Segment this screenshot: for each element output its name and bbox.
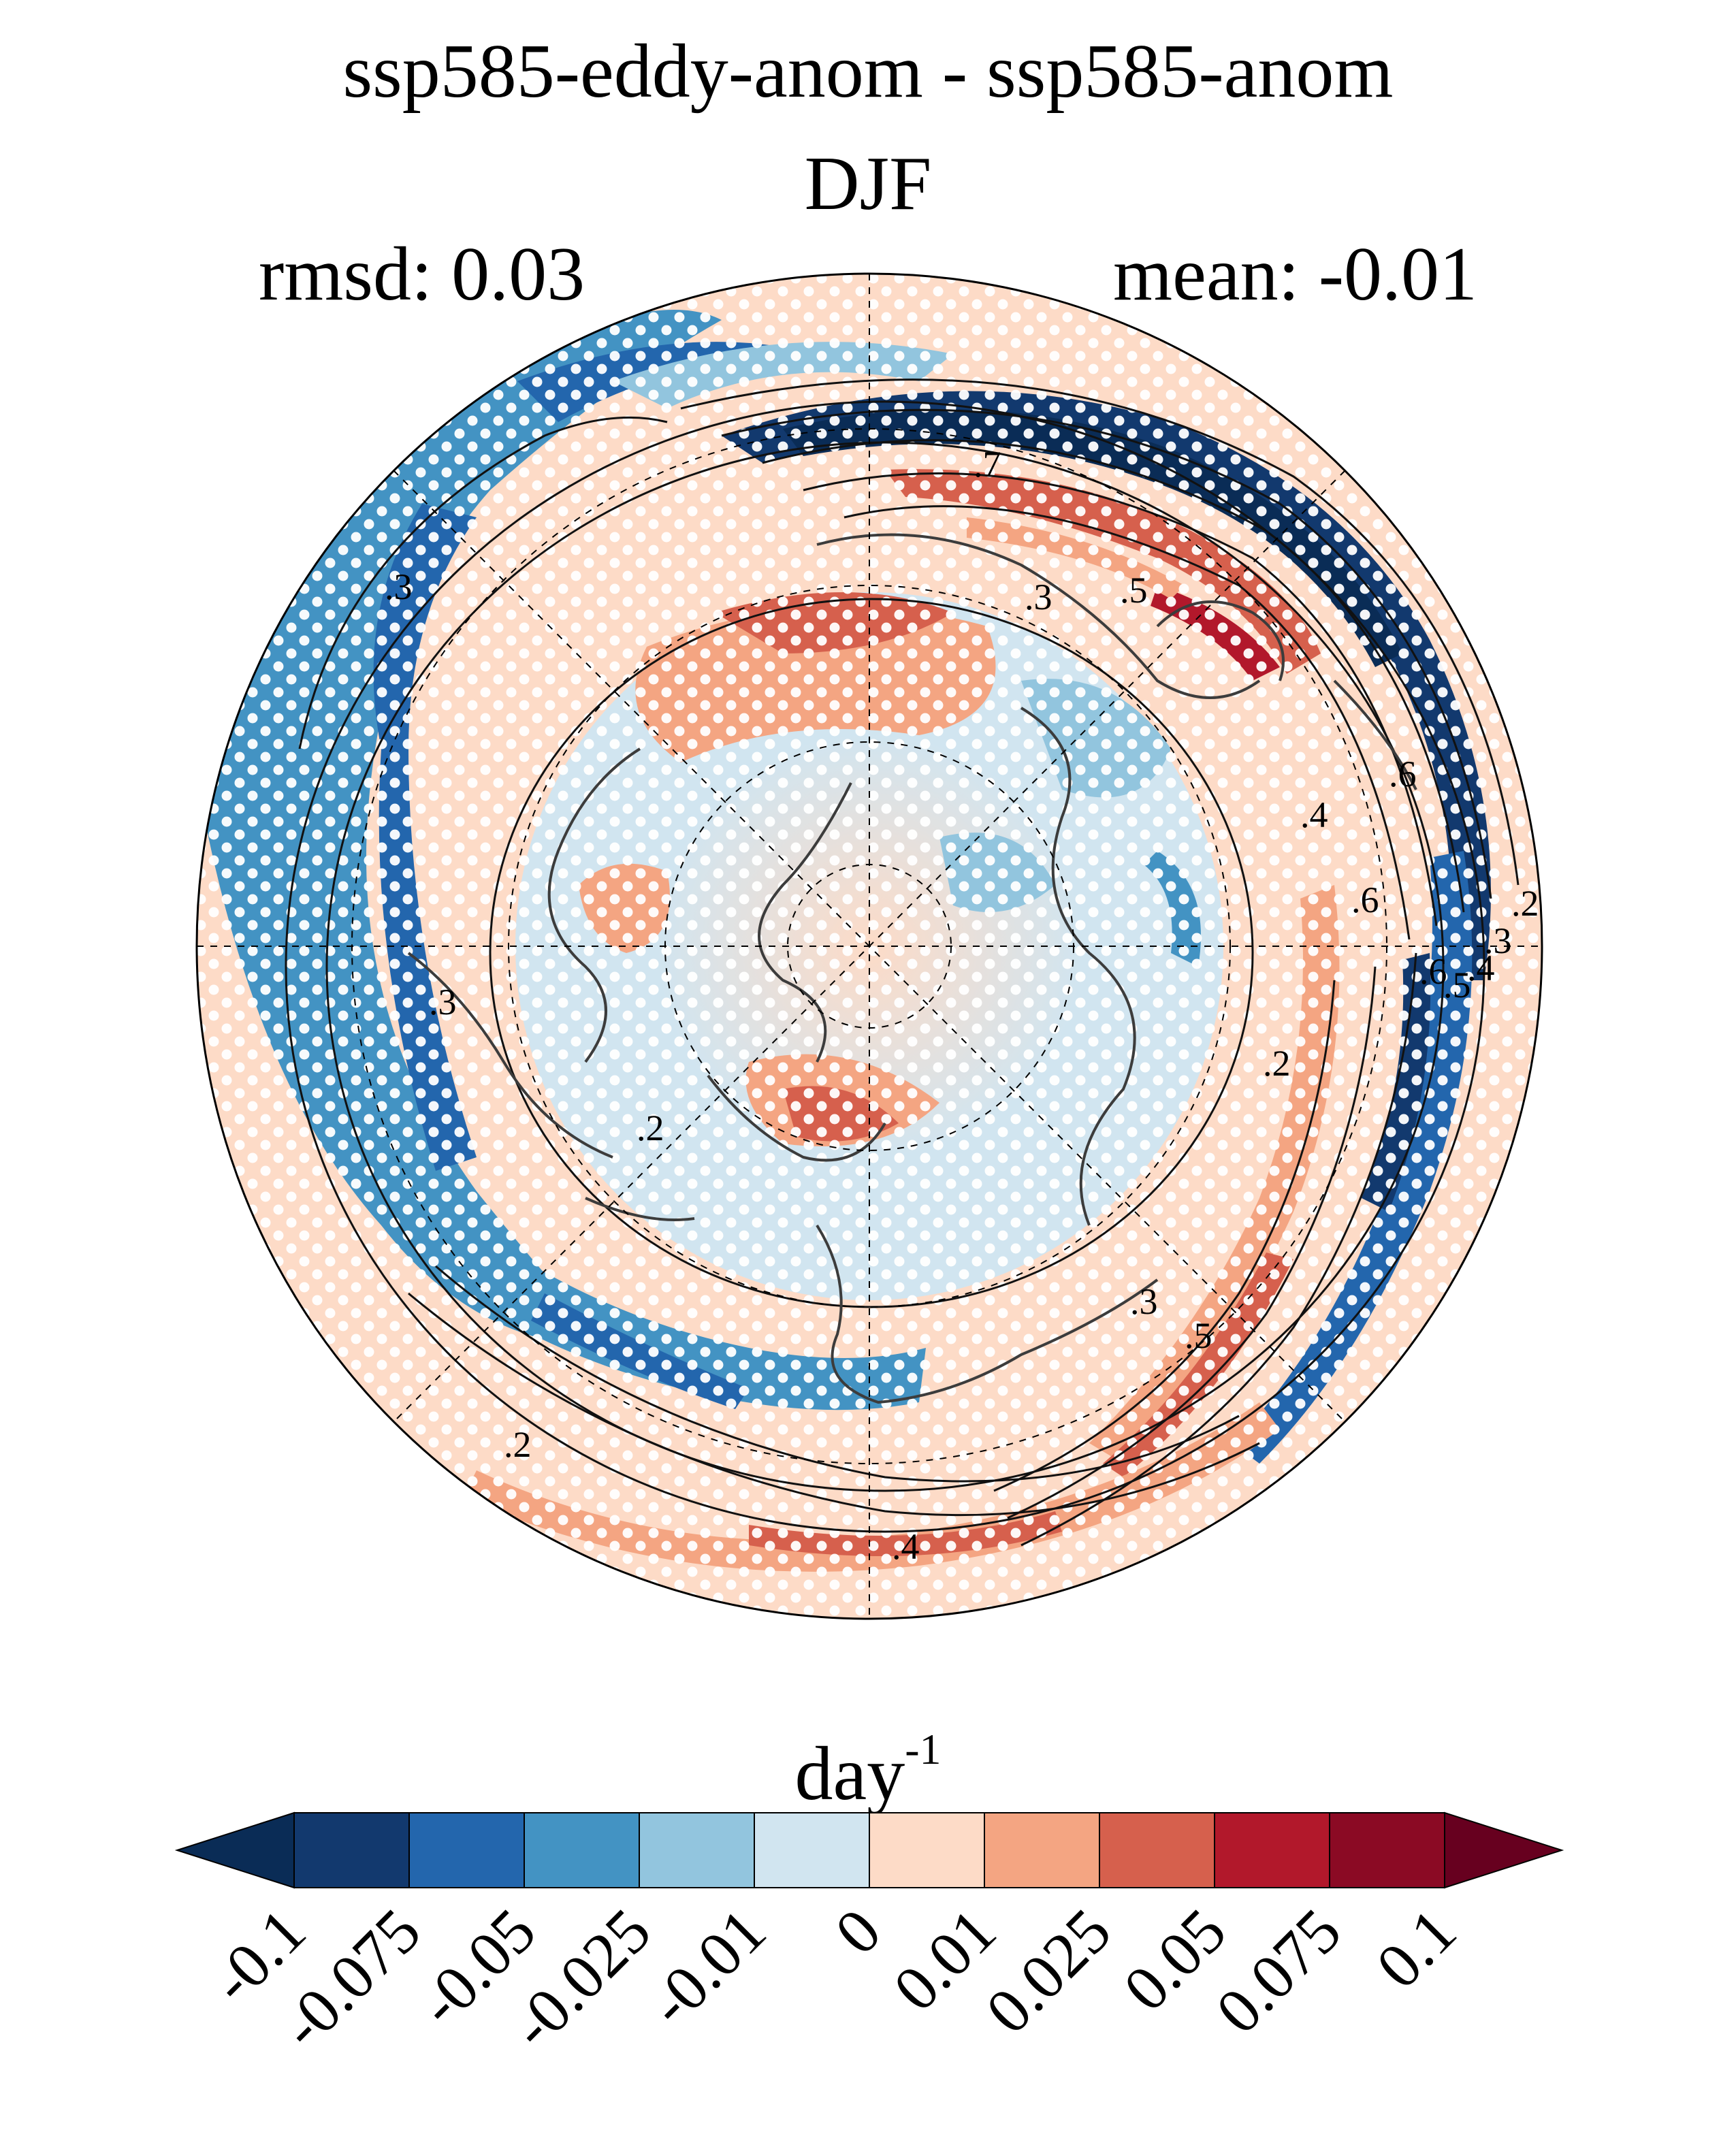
contour-label: .6 [1389,754,1417,794]
contour-label: .4 [1300,794,1328,835]
colorbar-extend-low [174,1811,295,1889]
colorbar-swatch [1214,1812,1330,1888]
colorbar-swatch [754,1812,870,1888]
colorbar-swatch [639,1812,755,1888]
colorbar-swatch [1099,1812,1215,1888]
colorbar-swatch [524,1812,640,1888]
contour-label: .3 [385,566,413,607]
contour-label: .2 [1263,1043,1291,1084]
contour-label: .3 [1025,577,1052,617]
contour-label: .2 [637,1108,664,1148]
contour-label: .2 [1511,883,1539,924]
colorbar-tick-label: 0.075 [1203,1895,1355,2047]
contour-label: .5 [1120,570,1148,611]
contour-label: .4 [892,1526,920,1567]
contour-label: .5 [1185,1315,1212,1356]
season-label: DJF [804,142,932,226]
contour-label: .4 [1467,948,1495,988]
colorbar-swatch [869,1812,985,1888]
colorbar-tick-label: 0.1 [1363,1895,1470,2002]
contour-label: .5 [1443,965,1471,1005]
contour-label: .3 [1484,920,1512,961]
polar-map: .3 .7 .3 .5 .6 .4 .6 .2 .3 .4 .5 .6 .3 .… [195,272,1543,1620]
contour-label: .6 [1351,880,1379,920]
colorbar-extend-high [1444,1811,1564,1889]
colorbar-swatch [293,1812,410,1888]
colorbar-units: day-1 [794,1725,942,1816]
contour-label: .3 [429,982,457,1022]
colorbar-swatch [408,1812,525,1888]
colorbar-tick-label: 0.025 [973,1895,1125,2047]
colorbar-swatch [984,1812,1100,1888]
graticule [197,274,1542,1619]
contour-label: .7 [974,444,1001,485]
contour-label: .3 [1130,1281,1158,1322]
contour-label: .6 [1419,951,1447,992]
colorbar-tick-label: 0 [822,1895,895,1968]
rmsd-stat: rmsd: 0.03 [259,232,585,317]
contour-labels: .3 .7 .3 .5 .6 .4 .6 .2 .3 .4 .5 .6 .3 .… [385,444,1539,1567]
colorbar-tick-label: -0.01 [635,1895,779,2039]
contour-label: .2 [504,1424,532,1465]
map-title: ssp585-eddy-anom - ssp585-anom [342,29,1394,114]
mean-stat: mean: -0.01 [1113,232,1477,317]
map-boundary [195,272,1543,1620]
colorbar-swatch [1329,1812,1445,1888]
